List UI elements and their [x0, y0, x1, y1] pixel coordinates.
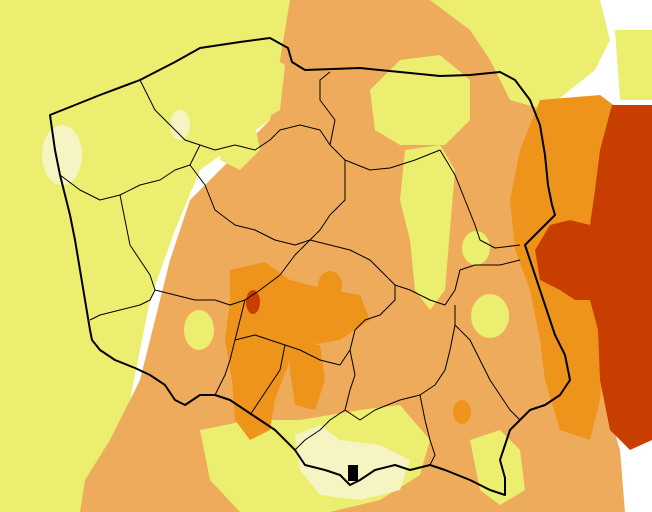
- zone-high-center-east: [290, 340, 325, 410]
- zone-high-south-east-small: [453, 400, 471, 424]
- zone-very-high-east: [535, 105, 652, 450]
- region-line-8: [154, 239, 311, 306]
- region-line-13: [249, 344, 286, 416]
- region-line-9: [214, 299, 246, 396]
- zone-very-low-coast: [170, 110, 190, 140]
- region-line-16: [419, 394, 436, 466]
- zone-medium-main: [80, 0, 625, 512]
- poland-border: [49, 37, 571, 496]
- zone-high-center-small: [318, 271, 342, 299]
- zone-very-low-tatra: [295, 425, 410, 500]
- region-line-4: [59, 144, 201, 201]
- zone-very-high-west: [246, 290, 260, 314]
- region-line-10: [309, 239, 521, 306]
- zone-very-low-northwest: [42, 125, 82, 185]
- region-line-3: [439, 149, 521, 249]
- zone-low-north-center: [370, 55, 470, 145]
- region-line-5: [319, 71, 336, 146]
- zone-low-pomerania: [180, 50, 285, 135]
- region-line-1: [139, 79, 216, 151]
- zone-low-far-east: [615, 30, 652, 100]
- region-line-2: [214, 124, 441, 171]
- region-line-14: [454, 324, 521, 421]
- zone-low-west-blob: [184, 310, 214, 350]
- region-line-11: [234, 285, 396, 366]
- zone-low-northeast: [430, 0, 610, 110]
- location-marker: [348, 465, 358, 481]
- region-line-6: [189, 160, 346, 246]
- zone-low-north-small: [220, 125, 260, 170]
- zone-low-east-blob: [462, 231, 490, 265]
- region-line-12: [344, 305, 456, 421]
- zone-low-southeast-blob: [471, 294, 509, 338]
- region-line-15: [294, 409, 346, 451]
- zone-low-central-band: [400, 145, 455, 310]
